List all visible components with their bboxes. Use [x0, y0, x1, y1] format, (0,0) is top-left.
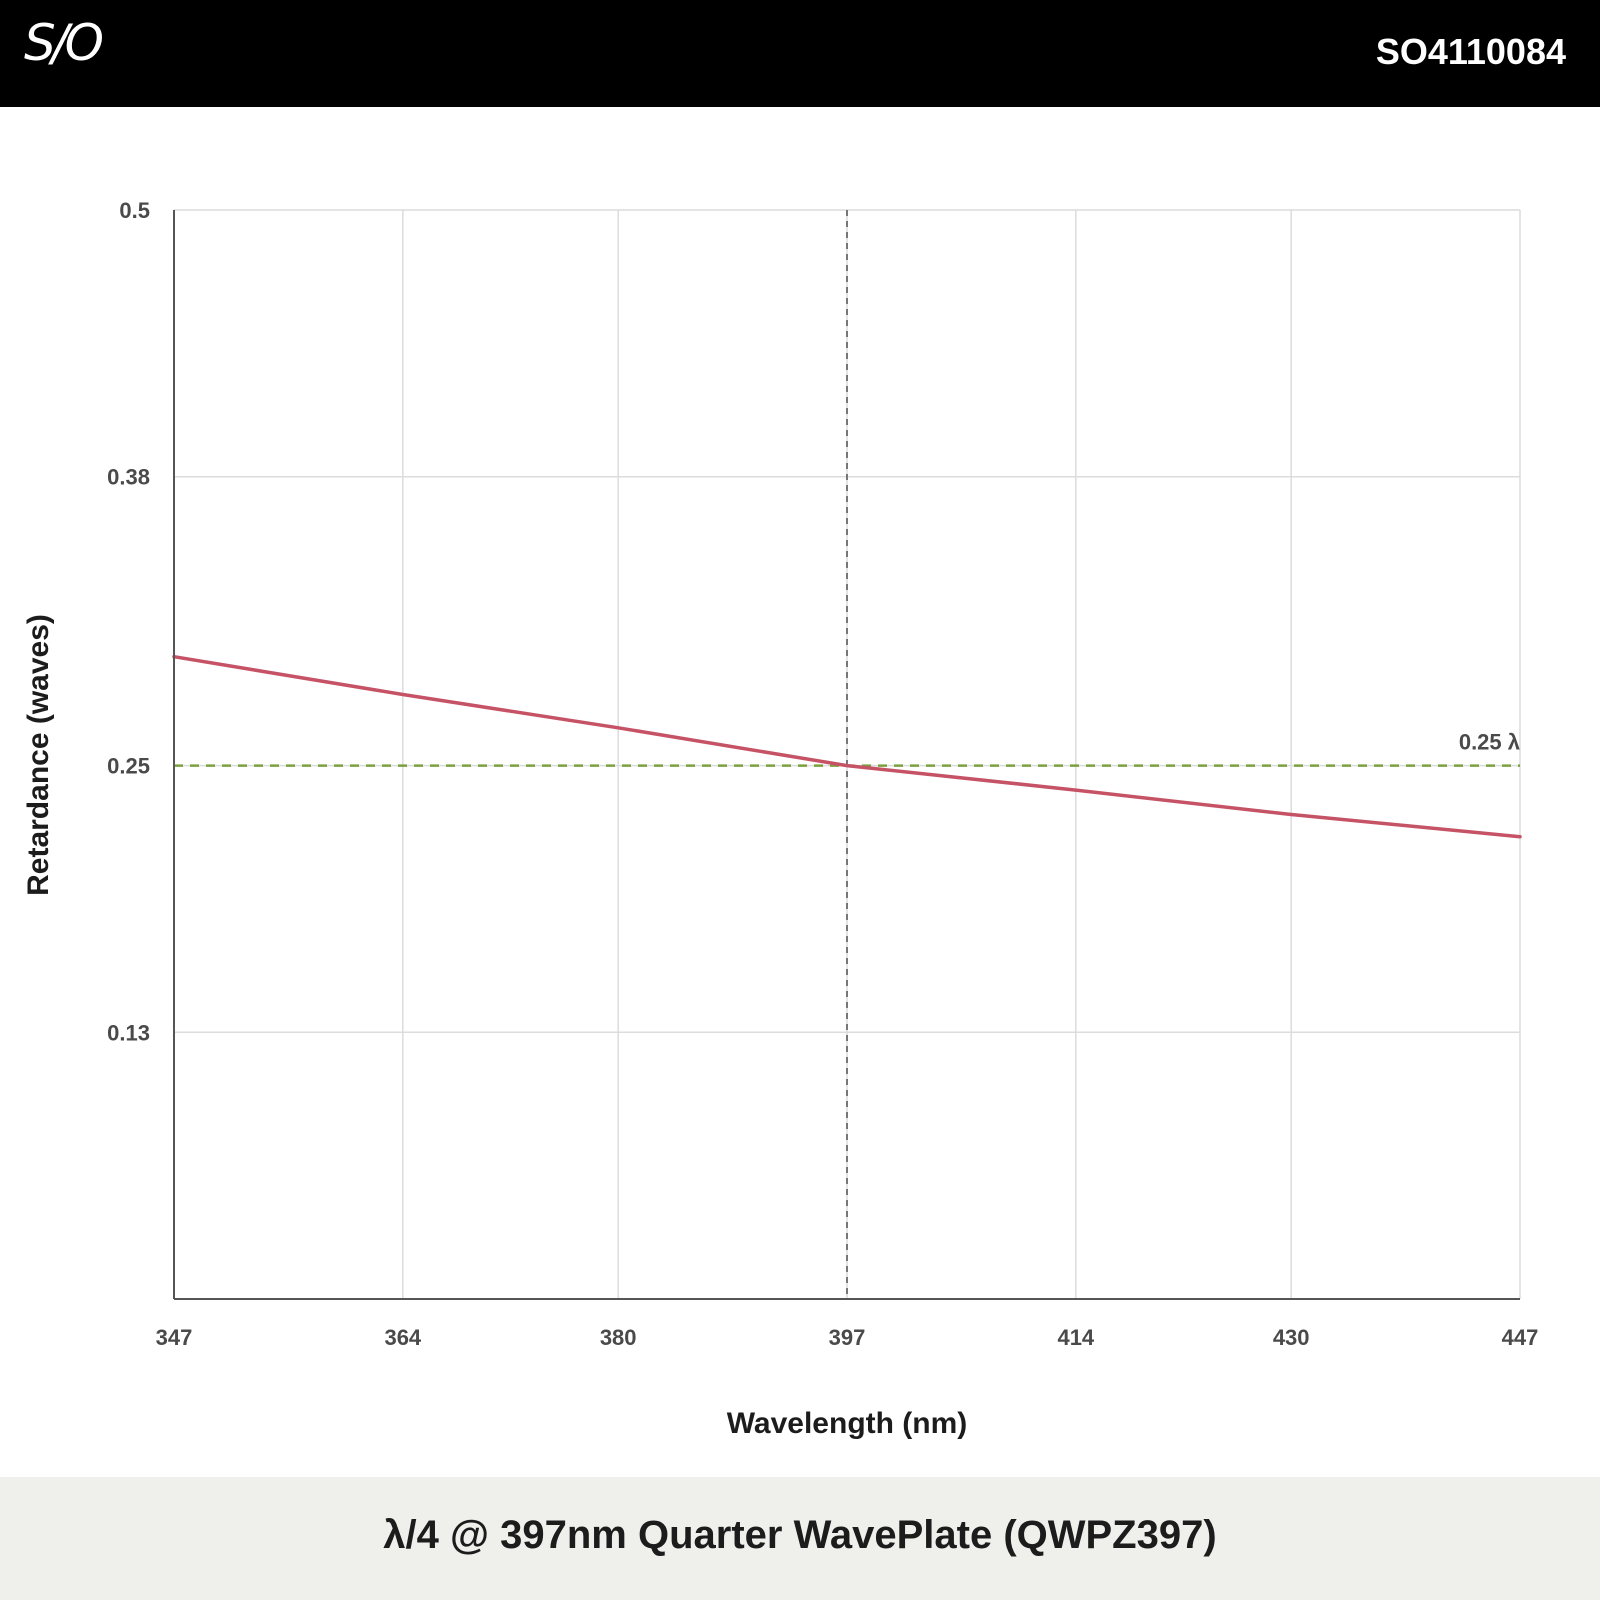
x-tick-label: 364: [384, 1325, 421, 1350]
retardance-curve: [172, 654, 1522, 839]
y-tick-label: 0.38: [107, 465, 150, 490]
x-tick-label: 347: [156, 1325, 193, 1350]
y-axis-title: Retardance (waves): [22, 614, 55, 896]
series-layer: [172, 654, 1522, 839]
y-tick-label: 0.25: [107, 754, 150, 779]
target-retardance-label: 0.25 λ: [1459, 730, 1520, 755]
reference-lines: 0.25 λ: [174, 210, 1520, 1299]
x-tick-labels: 347 364 380 397 414 430 447: [156, 1325, 1539, 1350]
retardance-chart: 0.25 λ 347 364 380 397 414 430 447 0.5 0.38 0.25…: [22, 198, 1539, 1440]
chart-title: λ/4 @ 397nm Quarter WavePlate (QWPZ397): [383, 1513, 1217, 1557]
x-tick-label: 447: [1502, 1325, 1539, 1350]
y-tick-label: 0.13: [107, 1020, 150, 1045]
y-tick-label: 0.5: [119, 198, 150, 223]
footer-bar: λ/4 @ 397nm Quarter WavePlate (QWPZ397): [0, 1477, 1600, 1600]
header-bar: S/O SO4110084: [0, 0, 1600, 107]
part-number: SO4110084: [1375, 31, 1566, 72]
x-tick-label: 380: [600, 1325, 637, 1350]
axis-layer: [173, 210, 1520, 1300]
brand-logo: S/O: [24, 14, 104, 72]
x-tick-label: 430: [1273, 1325, 1310, 1350]
x-tick-label: 397: [829, 1325, 866, 1350]
y-tick-labels: 0.5 0.38 0.25 0.13: [107, 198, 150, 1045]
x-axis-title: Wavelength (nm): [727, 1407, 968, 1440]
x-tick-label: 414: [1057, 1325, 1094, 1350]
